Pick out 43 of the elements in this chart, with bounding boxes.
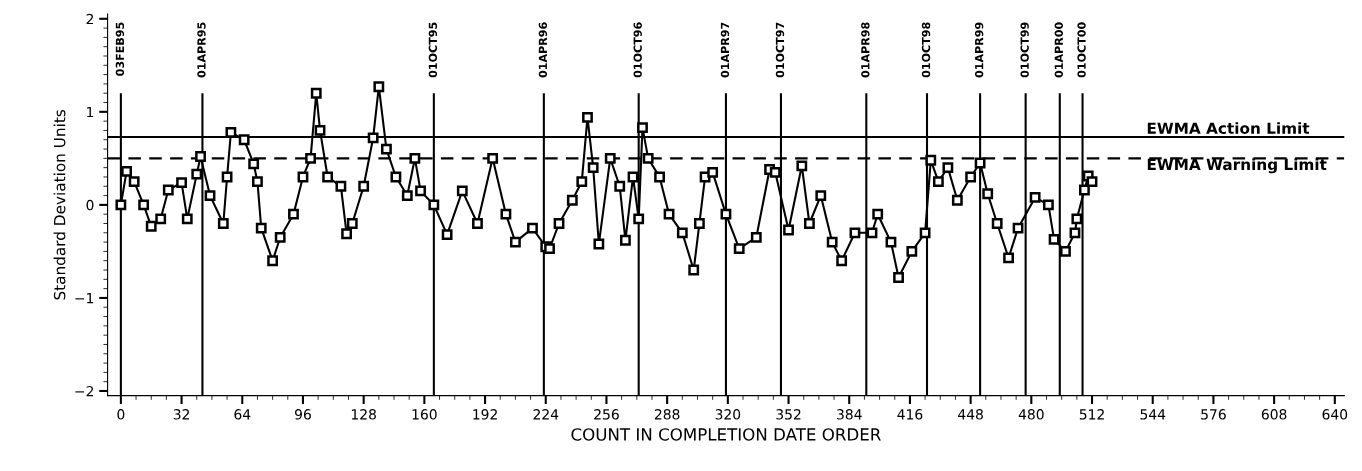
- x-tick-label: 224: [533, 409, 559, 420]
- x-tick-label: 192: [473, 409, 497, 420]
- x-tick-label: 640: [1322, 409, 1348, 420]
- y-tick-label: 0: [86, 199, 94, 211]
- ref-line-label: 01OCT95: [428, 22, 438, 78]
- ref-line-label: 01OCT98: [921, 22, 931, 78]
- ref-line-label: 01APR99: [974, 22, 984, 78]
- y-axis-title: Standard Deviation Units: [53, 109, 66, 300]
- x-tick-label: 384: [837, 409, 862, 420]
- x-axis-title: COUNT IN COMPLETION DATE ORDER: [571, 428, 881, 441]
- ref-line-label: 01APR00: [1054, 22, 1063, 78]
- x-tick-label: 288: [654, 409, 680, 420]
- y-tick-label: −2: [75, 385, 94, 397]
- ref-line-label: EWMA Action Limit: [1147, 122, 1310, 134]
- x-tick-label: 256: [594, 409, 619, 420]
- y-tick-label: −1: [75, 293, 94, 304]
- ref-line-label: 01OCT99: [1020, 22, 1029, 78]
- ref-line-label: 01OCT96: [633, 22, 642, 78]
- ref-line-label: 01APR98: [861, 22, 870, 78]
- ref-line-label: 03FEB95: [115, 22, 125, 76]
- x-tick-label: 128: [351, 409, 376, 420]
- x-tick-label: 64: [234, 409, 251, 420]
- x-tick-label: 512: [1079, 409, 1104, 420]
- ref-line-label: 01APR95: [197, 22, 206, 78]
- x-tick-label: 448: [958, 409, 983, 420]
- x-tick-label: 544: [1140, 409, 1166, 420]
- ref-line-label: EWMA Warning Limit: [1147, 158, 1327, 174]
- x-tick-label: 32: [173, 409, 190, 420]
- y-tick-label: 2: [86, 13, 94, 25]
- x-tick-label: 576: [1201, 409, 1226, 420]
- y-tick-label: 1: [87, 106, 94, 118]
- ref-line-label: 01APR97: [720, 22, 730, 78]
- x-tick-label: 480: [1018, 409, 1044, 420]
- x-tick-label: 96: [295, 409, 311, 420]
- ref-line-label: 01APR96: [538, 22, 548, 78]
- x-tick-label: 0: [117, 409, 125, 420]
- x-tick-label: 160: [412, 409, 437, 420]
- x-tick-label: 352: [776, 409, 801, 420]
- x-tick-label: 320: [715, 409, 741, 420]
- x-tick-label: 608: [1261, 409, 1287, 420]
- x-tick-label: 416: [897, 409, 923, 420]
- ref-line-label: 01OCT97: [775, 22, 785, 78]
- ref-line-label: 01OCT00: [1077, 22, 1086, 78]
